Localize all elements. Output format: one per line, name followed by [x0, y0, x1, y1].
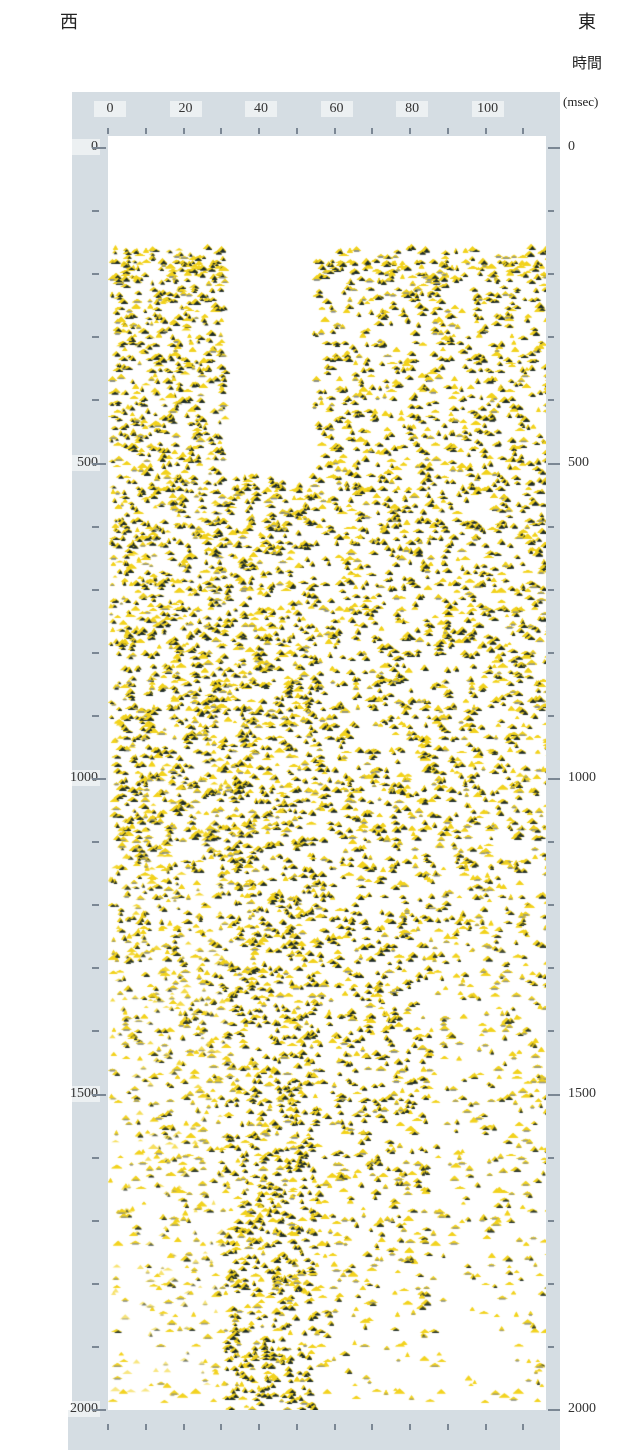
y-tick-mark-left	[92, 210, 99, 213]
y-tick-mark-left	[92, 841, 99, 844]
x-tick-mark-top	[522, 128, 525, 134]
y-tick-mark-left	[92, 588, 99, 591]
y-tick-label-right: 2000	[566, 1401, 598, 1417]
y-tick-mark-right	[548, 841, 554, 844]
x-tick-mark-top	[220, 128, 223, 134]
x-tick-mark-top	[144, 128, 147, 134]
x-tick-label: 100	[471, 101, 504, 117]
y-tick-label-right: 0	[566, 139, 577, 155]
x-tick-mark-bottom	[107, 1424, 109, 1430]
y-tick-mark-left	[92, 651, 99, 654]
y-tick-mark-right	[548, 336, 554, 339]
x-tick-mark-bottom	[295, 1424, 298, 1430]
x-tick-label: 60	[320, 101, 353, 117]
time-unit-label: (msec)	[563, 94, 599, 109]
x-tick-label: 40	[245, 101, 278, 117]
x-tick-mark-top	[371, 128, 374, 134]
y-tick-label-left: 500	[52, 454, 100, 471]
y-tick-mark-right	[548, 714, 554, 717]
seismic-section	[108, 148, 546, 1410]
x-tick-mark-bottom	[371, 1424, 374, 1430]
y-tick-mark-left	[92, 778, 106, 780]
y-tick-mark-right	[548, 1219, 554, 1222]
x-tick-mark-top	[484, 128, 487, 134]
x-tick-mark-top	[107, 128, 109, 134]
x-tick-mark-top	[258, 128, 261, 134]
west-label: 西	[60, 12, 78, 32]
y-tick-mark-right	[548, 967, 554, 970]
x-tick-mark-bottom	[446, 1424, 449, 1430]
y-tick-mark-right	[548, 1156, 554, 1159]
ruler-top	[72, 92, 546, 136]
y-tick-mark-left	[92, 336, 99, 339]
x-tick-mark-bottom	[220, 1424, 223, 1430]
x-tick-label: 80	[396, 101, 429, 117]
y-tick-mark-right	[548, 147, 560, 149]
x-tick-mark-top	[409, 128, 412, 134]
x-tick-label: 0	[94, 101, 126, 117]
y-tick-label-left: 2000	[52, 1401, 100, 1417]
x-tick-label: 20	[169, 101, 202, 117]
y-tick-mark-left	[92, 462, 106, 465]
y-tick-mark-right	[548, 588, 554, 591]
y-tick-label-left: 0	[52, 139, 100, 155]
y-tick-mark-left	[92, 1093, 106, 1096]
y-tick-mark-right	[548, 273, 554, 276]
y-tick-mark-left	[92, 1409, 106, 1411]
y-tick-mark-right	[548, 210, 554, 213]
y-tick-mark-right	[548, 399, 554, 402]
x-tick-mark-bottom	[144, 1424, 147, 1430]
y-tick-mark-left	[92, 904, 99, 907]
x-tick-mark-top	[182, 128, 185, 134]
y-tick-mark-left	[92, 525, 99, 528]
y-tick-label-right: 1500	[566, 1085, 598, 1102]
x-tick-mark-bottom	[258, 1424, 261, 1430]
y-tick-mark-right	[548, 1093, 560, 1096]
x-tick-mark-bottom	[182, 1424, 185, 1430]
y-tick-mark-right	[548, 651, 554, 654]
y-tick-mark-left	[92, 147, 106, 149]
y-tick-mark-right	[548, 904, 554, 907]
y-tick-label-right: 500	[566, 454, 591, 471]
y-tick-mark-left	[92, 967, 99, 970]
y-tick-mark-right	[548, 1282, 554, 1285]
y-tick-label-left: 1500	[52, 1085, 100, 1102]
y-tick-mark-right	[548, 1345, 554, 1348]
y-tick-mark-right	[548, 1030, 554, 1033]
y-tick-mark-left	[92, 1156, 99, 1159]
y-tick-label-right: 1000	[566, 770, 598, 786]
y-tick-mark-left	[92, 273, 99, 276]
y-tick-mark-left	[92, 714, 99, 717]
y-tick-label-left: 1000	[52, 770, 100, 786]
ruler-bottom	[68, 1410, 548, 1450]
y-tick-mark-left	[92, 1282, 99, 1285]
y-tick-mark-right	[548, 1409, 560, 1411]
time-axis-label: 時間	[572, 56, 603, 72]
east-label: 東	[578, 12, 596, 32]
y-tick-mark-left	[92, 1219, 99, 1222]
x-tick-mark-top	[333, 128, 336, 134]
y-tick-mark-right	[548, 778, 560, 780]
x-tick-mark-top	[295, 128, 298, 134]
y-tick-mark-left	[92, 1345, 99, 1348]
x-tick-mark-bottom	[522, 1424, 525, 1430]
x-tick-mark-bottom	[484, 1424, 487, 1430]
y-tick-mark-left	[92, 1030, 99, 1033]
ruler-right	[546, 92, 560, 1450]
y-tick-mark-left	[92, 399, 99, 402]
x-tick-mark-bottom	[409, 1424, 412, 1430]
x-tick-mark-top	[446, 128, 449, 134]
y-tick-mark-right	[548, 462, 560, 465]
x-tick-mark-bottom	[333, 1424, 336, 1430]
plot-area	[108, 148, 546, 1410]
y-tick-mark-right	[548, 525, 554, 528]
